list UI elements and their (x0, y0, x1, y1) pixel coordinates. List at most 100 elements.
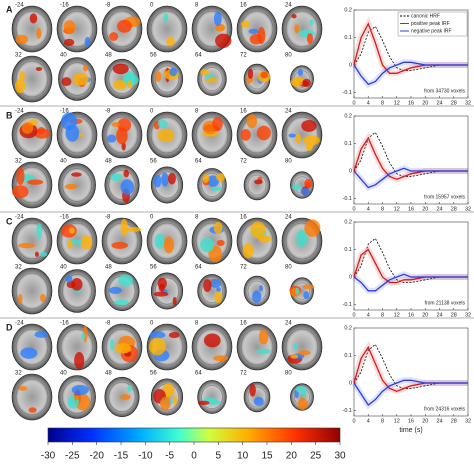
activation-blob (36, 223, 43, 239)
y-tick-label: -0.1 (343, 90, 352, 96)
brain-slice (58, 269, 96, 313)
activation-blob (19, 71, 25, 82)
activation-blob (242, 243, 254, 259)
brain-slice (11, 161, 53, 209)
activation-blob (75, 394, 91, 411)
brain-inner (15, 166, 49, 204)
brain-outline (11, 373, 53, 421)
brain-slice (191, 111, 233, 159)
x-tick-label: 4 (367, 418, 370, 424)
x-tick-label: 8 (381, 100, 384, 106)
activation-blob (296, 230, 308, 248)
x-tick-label: 12 (394, 100, 400, 106)
activation-blob (127, 80, 133, 89)
brain-inner (15, 328, 49, 366)
activation-blob (248, 28, 259, 34)
activation-blob (290, 354, 299, 359)
plot-area (353, 221, 469, 311)
panel-label: A (6, 4, 13, 14)
activation-blob (295, 77, 305, 83)
activation-blob (123, 169, 130, 178)
brain-outline (11, 161, 53, 209)
activation-blob (163, 12, 169, 23)
slice-label: 72 (240, 265, 247, 271)
activation-blob (293, 343, 298, 350)
slice-label: 80 (285, 265, 292, 271)
brain-slice (150, 166, 184, 204)
slice-label: 48 (105, 53, 112, 59)
slice-label: 0 (150, 321, 154, 327)
brain-inner (15, 378, 49, 416)
brain-inner (195, 328, 229, 366)
activation-blob (200, 69, 210, 76)
activation-blob (157, 277, 167, 289)
activation-blob (172, 296, 177, 306)
activation-blob (66, 280, 76, 289)
slice-label: -8 (105, 321, 111, 327)
brain-slice (56, 323, 98, 371)
y-tick-label: 0 (349, 274, 352, 280)
activation-blob (109, 32, 119, 41)
activation-blob (246, 114, 258, 129)
brain-inner (201, 67, 223, 91)
brain-slice (146, 111, 188, 159)
series-line (353, 167, 468, 189)
activation-blob (212, 116, 223, 132)
slice-label: 8 (195, 3, 199, 9)
brain-slice (243, 381, 271, 413)
slice-label: 16 (240, 321, 247, 327)
brain-slice (281, 323, 323, 371)
activation-blob (80, 332, 86, 340)
activation-blob (213, 355, 228, 362)
activation-blob (297, 398, 308, 410)
panel-label: D (6, 322, 13, 332)
brain-inner (285, 10, 319, 48)
brain-slice (104, 164, 140, 206)
brain-outline (236, 323, 278, 371)
series-line (353, 25, 468, 71)
activation-blob (120, 218, 128, 236)
brain-slice (236, 323, 278, 371)
brain-outline (281, 111, 323, 159)
activation-blob (111, 241, 128, 249)
brain-slice (191, 323, 233, 371)
brain-inner (15, 272, 49, 310)
activation-blob (117, 19, 132, 33)
activation-blob (160, 396, 171, 411)
y-tick-label: 0.2 (344, 7, 352, 13)
activation-blob (306, 33, 313, 44)
brain-outline (56, 5, 98, 53)
activation-blob (80, 235, 93, 250)
activation-blob (216, 287, 221, 293)
activation-blob (153, 291, 169, 297)
activation-blob (78, 132, 84, 137)
y-tick-label: 0.2 (344, 325, 352, 331)
activation-blob (120, 394, 131, 400)
activation-blob (113, 299, 130, 306)
colorbar-tick-label: 10 (237, 451, 249, 462)
y-tick-label: -0.1 (343, 302, 352, 308)
activation-blob (302, 284, 315, 290)
x-tick-label: 16 (408, 418, 414, 424)
slice-label: 64 (195, 159, 202, 165)
slice-label: 24 (285, 3, 292, 9)
brain-inner (201, 173, 223, 197)
activation-blob (29, 13, 38, 24)
brain-outline (11, 323, 53, 371)
slice-label: 0 (150, 215, 154, 221)
brain-slice (146, 5, 188, 53)
slice-label: 64 (195, 53, 202, 59)
slice-label: 8 (195, 321, 199, 327)
brain-slice (104, 376, 140, 418)
activation-blob (167, 172, 176, 185)
activation-blob (64, 183, 77, 190)
x-tick-label: 24 (436, 206, 442, 212)
activation-blob (292, 184, 302, 190)
brain-inner (60, 116, 94, 154)
brain-inner (105, 328, 139, 366)
brain-slice (101, 217, 143, 265)
x-tick-label: 0 (352, 312, 355, 318)
activation-blob (15, 34, 29, 45)
x-tick-label: 32 (465, 418, 471, 424)
y-tick-label: 0 (349, 380, 352, 386)
